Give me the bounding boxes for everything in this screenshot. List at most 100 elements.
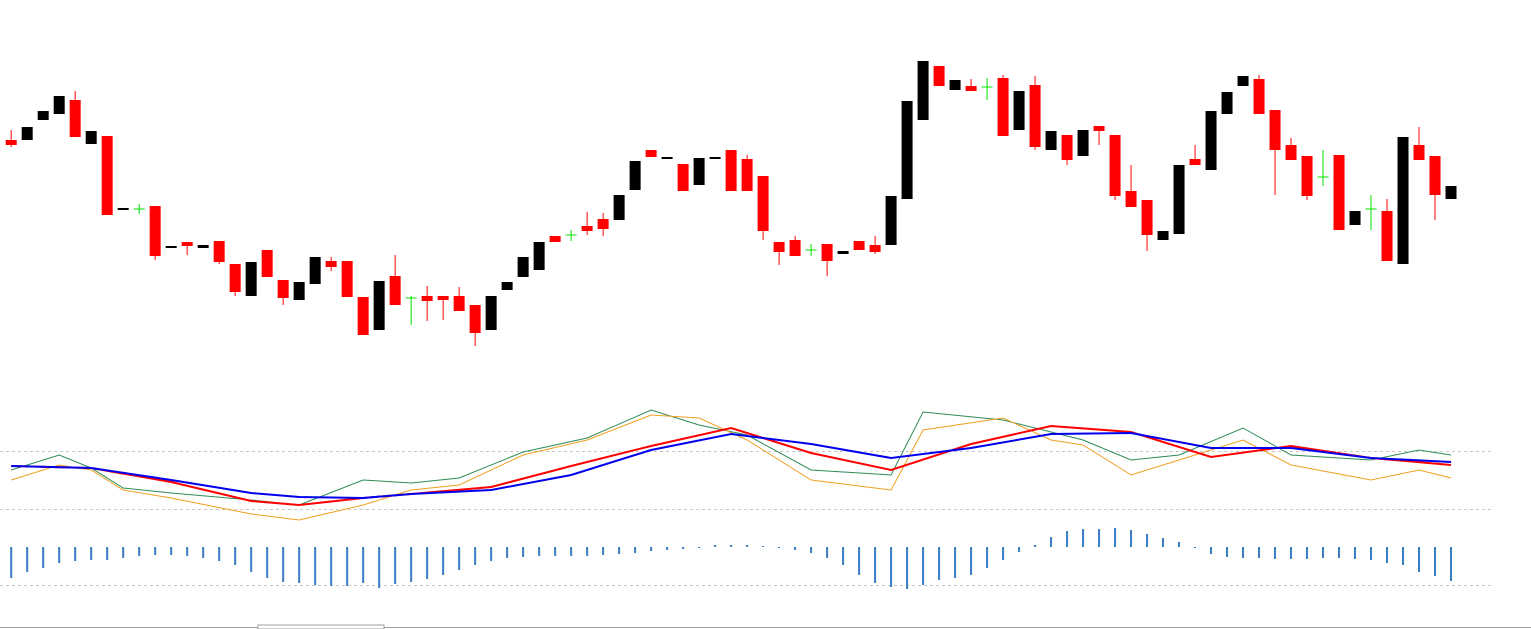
candle-body: [1173, 165, 1185, 234]
histogram-bar: [858, 547, 861, 575]
candle-body: [725, 150, 737, 191]
histogram-bar: [522, 547, 525, 557]
histogram-bar: [1402, 547, 1405, 565]
histogram-bar: [58, 547, 61, 563]
histogram-bar: [1098, 529, 1101, 547]
candle-body: [69, 100, 81, 137]
indicator-line: [11, 424, 1452, 507]
candle-body: [869, 245, 881, 252]
histogram-bar: [1354, 547, 1357, 559]
candle-body: [325, 261, 337, 267]
histogram-bar: [682, 547, 685, 549]
histogram-bar: [474, 547, 477, 565]
histogram-bar: [506, 547, 509, 558]
candle-body: [501, 282, 513, 290]
histogram-bar: [730, 545, 733, 547]
histogram-bar: [1194, 547, 1197, 548]
candle-body: [917, 61, 929, 120]
histogram-bar: [266, 547, 269, 578]
candle-body: [373, 281, 385, 330]
histogram-bar: [794, 547, 797, 550]
candle-body: [549, 236, 561, 242]
candle-body: [149, 206, 161, 256]
histogram-bar: [1322, 547, 1325, 558]
histogram-bar: [570, 547, 573, 556]
candle-body: [693, 158, 705, 185]
candle-body: [389, 276, 401, 305]
candle-body: [1093, 126, 1105, 131]
candle-body: [85, 131, 97, 144]
candle-body: [645, 150, 657, 157]
candle-body: [1445, 186, 1457, 199]
histogram-bar: [1178, 542, 1181, 547]
histogram-bar: [1258, 547, 1261, 558]
candle-body: [1013, 91, 1025, 130]
candle-body: [1061, 135, 1073, 160]
histogram-bar: [490, 547, 493, 561]
candle-body: [805, 249, 817, 251]
histogram-bar: [1290, 547, 1293, 559]
candle-body: [613, 195, 625, 220]
histogram-bar: [1226, 547, 1229, 557]
candle-body: [117, 208, 129, 210]
candle-body: [5, 140, 17, 145]
candle-body: [1365, 208, 1377, 210]
candle-body: [1141, 200, 1153, 235]
histogram-bar: [330, 547, 333, 586]
indicator-line: [11, 409, 1452, 506]
histogram-bar: [122, 547, 125, 558]
histogram-bar: [74, 547, 77, 561]
indicator-line: [11, 431, 1452, 500]
candle-body: [1077, 130, 1089, 156]
candle-body: [821, 244, 833, 261]
candle-body: [357, 297, 369, 335]
candle-body: [709, 157, 721, 159]
candle-body: [773, 242, 785, 252]
histogram-bar: [1114, 528, 1117, 547]
candle-body: [1029, 85, 1041, 147]
histogram-bar: [10, 547, 13, 578]
candle-body: [853, 241, 865, 250]
histogram-bar: [186, 547, 189, 556]
candle-body: [405, 297, 417, 299]
candle-body: [741, 159, 753, 191]
candle-body: [37, 111, 49, 120]
candle-body: [837, 251, 849, 254]
tab[interactable]: [257, 624, 385, 629]
candle-body: [597, 219, 609, 229]
candle-body: [1205, 111, 1217, 170]
histogram-bar: [106, 547, 109, 560]
histogram-bar: [1370, 547, 1373, 560]
histogram-bar: [842, 547, 845, 565]
histogram-bar: [1418, 547, 1421, 572]
histogram-bar: [538, 547, 541, 556]
histogram-bar: [1450, 547, 1453, 581]
histogram-bar: [762, 546, 765, 547]
histogram-bar: [1306, 547, 1309, 559]
candle-body: [213, 241, 225, 262]
candle-body: [757, 176, 769, 231]
candle-body: [53, 96, 65, 114]
candle-body: [1285, 145, 1297, 160]
candle-body: [981, 86, 993, 88]
candle-body: [1189, 159, 1201, 165]
histogram-bar: [1002, 547, 1005, 560]
candle-body: [277, 280, 289, 298]
candle-body: [1429, 156, 1441, 195]
histogram-bar: [298, 547, 301, 583]
histogram-bar: [714, 545, 717, 547]
candle-body: [453, 296, 465, 311]
candle-body: [1333, 155, 1345, 230]
histogram-bar: [234, 547, 237, 565]
candle-body: [933, 66, 945, 86]
candle-body: [197, 245, 209, 248]
histogram-bar: [202, 547, 205, 558]
candle-body: [1125, 191, 1137, 207]
histogram-bar: [922, 547, 925, 585]
histogram-bar: [394, 547, 397, 584]
indicator-line: [11, 414, 1452, 521]
candle-body: [997, 78, 1009, 136]
candle-body: [677, 164, 689, 191]
histogram-bar: [634, 547, 637, 553]
histogram-bar: [250, 547, 253, 572]
